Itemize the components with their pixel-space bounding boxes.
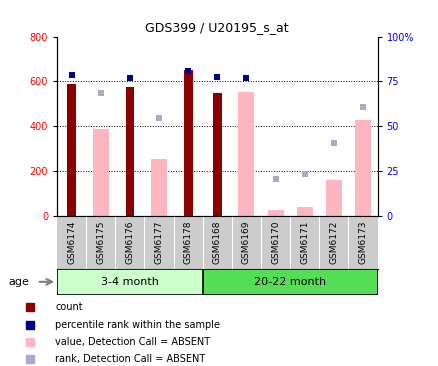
Bar (212, 93, 221, 216)
Bar (325, 180, 341, 216)
Text: 20-22 month: 20-22 month (254, 277, 325, 287)
Text: value, Detection Call = ABSENT: value, Detection Call = ABSENT (55, 337, 210, 347)
Text: GSM6175: GSM6175 (96, 220, 105, 264)
Text: GSM6173: GSM6173 (358, 220, 367, 264)
Text: GSM6170: GSM6170 (270, 220, 279, 264)
Bar (57, 269, 202, 295)
Text: GSM6169: GSM6169 (241, 220, 251, 264)
Bar (184, 70, 192, 216)
Text: GSM6168: GSM6168 (212, 220, 221, 264)
Text: count: count (55, 302, 83, 313)
Text: percentile rank within the sample: percentile rank within the sample (55, 320, 219, 330)
Text: GSM6172: GSM6172 (328, 220, 338, 264)
Text: GSM6174: GSM6174 (67, 220, 76, 264)
Bar (125, 87, 134, 216)
Bar (354, 120, 370, 216)
Title: GDS399 / U20195_s_at: GDS399 / U20195_s_at (145, 21, 289, 34)
Text: age: age (9, 277, 30, 287)
Text: GSM6178: GSM6178 (183, 220, 192, 264)
Bar (92, 128, 109, 216)
Text: rank, Detection Call = ABSENT: rank, Detection Call = ABSENT (55, 354, 205, 364)
Text: GSM6176: GSM6176 (125, 220, 134, 264)
Bar (267, 210, 283, 216)
Text: GSM6171: GSM6171 (300, 220, 308, 264)
Bar (67, 84, 76, 216)
Bar (202, 269, 377, 295)
Bar (238, 92, 254, 216)
Bar (296, 207, 312, 216)
Text: 3-4 month: 3-4 month (101, 277, 159, 287)
Text: GSM6177: GSM6177 (154, 220, 163, 264)
Bar (151, 159, 167, 216)
